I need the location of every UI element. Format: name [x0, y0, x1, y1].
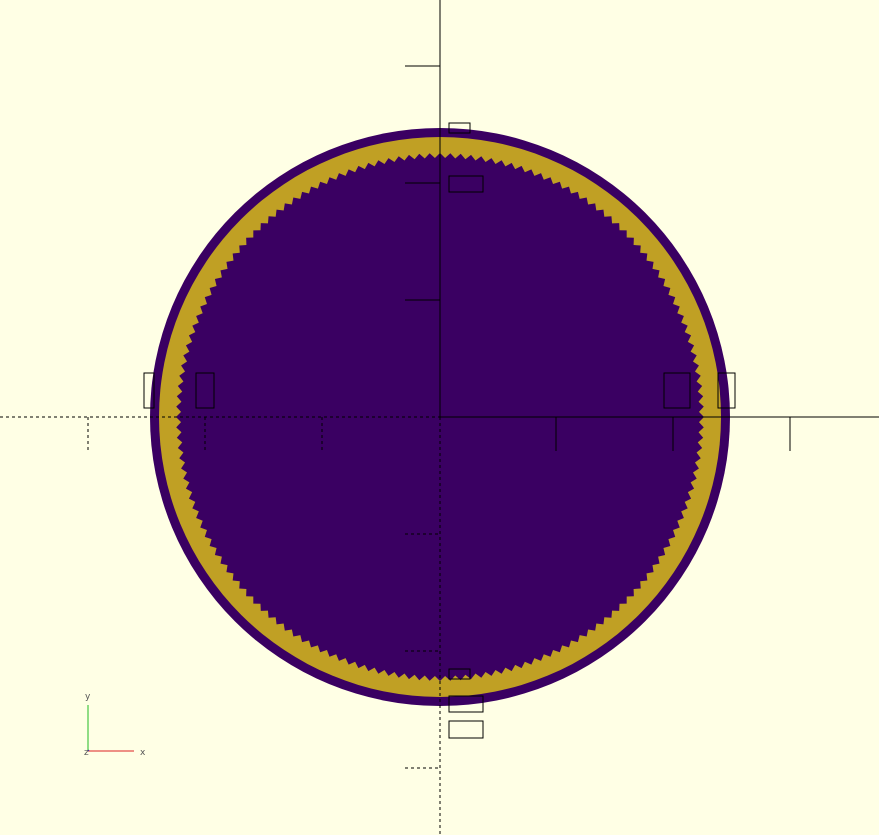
y-tick-label-bottom	[448, 668, 484, 739]
x-tick-label-right	[663, 372, 736, 409]
indicator-z-line	[87, 749, 90, 752]
y-tick-label-top	[448, 122, 484, 193]
axis-orientation-indicator: y x z	[84, 692, 146, 758]
indicator-z-label: z	[84, 748, 89, 758]
indicator-y-label: y	[85, 692, 91, 702]
x-tick-label-left	[143, 372, 215, 409]
indicator-x-label: x	[140, 748, 146, 758]
